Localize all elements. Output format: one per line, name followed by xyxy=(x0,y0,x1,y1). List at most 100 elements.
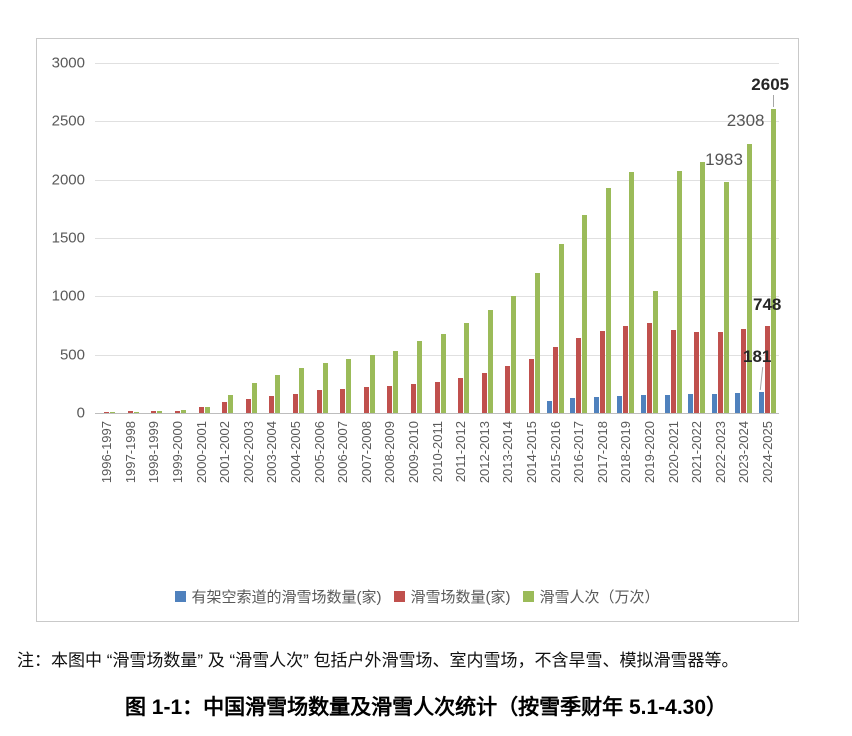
x-axis-label: 2008-2009 xyxy=(382,421,398,484)
bar-series2-2002-2003 xyxy=(251,383,257,413)
x-axis-label: 2020-2021 xyxy=(665,421,681,484)
data-label-2308: 2308 xyxy=(726,110,765,130)
y-axis-tick-label: 1500 xyxy=(51,229,85,247)
x-axis-label: 2021-2022 xyxy=(689,421,705,484)
x-axis-label: 2000-2001 xyxy=(193,421,209,484)
bar-group-2014-2015 xyxy=(520,63,544,413)
bar-series2-2016-2017 xyxy=(582,214,588,413)
chart-note: 注：本图中 “滑雪场数量” 及 “滑雪人次” 包括户外滑雪场、室内雪场，不含旱雪… xyxy=(17,651,739,670)
bar-series2-2009-2010 xyxy=(417,341,423,413)
bar-series1-1997-1998 xyxy=(127,411,133,413)
x-axis-label: 2012-2013 xyxy=(476,421,492,484)
bar-group-2006-2007 xyxy=(331,63,355,413)
bar-series2-2003-2004 xyxy=(275,375,281,413)
data-label-1983: 1983 xyxy=(705,149,743,169)
bar-series2-2018-2019 xyxy=(629,171,635,413)
bar-series0-2019-2020 xyxy=(640,395,646,413)
bar-series2-2014-2015 xyxy=(534,273,540,413)
bar-series1-2015-2016 xyxy=(552,346,558,413)
gridline xyxy=(95,354,779,356)
x-axis-label: 1998-1999 xyxy=(146,421,162,484)
bar-group-2019-2020 xyxy=(638,63,662,413)
x-axis-label: 2004-2005 xyxy=(288,421,304,484)
gridline xyxy=(95,179,779,181)
chart-frame: 0 500 1000 1500 2000 2500 3000 1983 2308 2605 748… xyxy=(36,38,799,622)
bar-group-2016-2017 xyxy=(567,63,591,413)
bar-series2-2020-2021 xyxy=(676,170,682,413)
bar-group-2023-2024 xyxy=(732,63,756,413)
bar-series-container xyxy=(95,63,779,413)
bar-group-2000-2001 xyxy=(189,63,213,413)
y-axis-tick-label: 1000 xyxy=(51,287,85,305)
bar-series1-2004-2005 xyxy=(293,393,299,413)
x-axis-label: 2023-2024 xyxy=(736,421,752,484)
bar-series1-2017-2018 xyxy=(599,330,605,413)
x-axis-label: 1996-1997 xyxy=(99,421,115,484)
y-axis-tick-label: 2500 xyxy=(51,112,85,130)
chart-caption: 图 1-1：中国滑雪场数量及滑雪人次统计（按雪季财年 5.1-4.30） xyxy=(124,696,728,719)
gridline xyxy=(95,296,779,298)
bar-series1-2024-2025 xyxy=(764,325,770,413)
bar-series2-2023-2024 xyxy=(747,143,753,413)
y-axis: 0 500 1000 1500 2000 2500 3000 xyxy=(37,55,89,422)
bar-group-1996-1997 xyxy=(95,63,119,413)
x-axis-label: 2003-2004 xyxy=(264,421,280,484)
bar-series1-2005-2006 xyxy=(316,390,322,413)
legend-item-2: 滑雪人次（万次） xyxy=(523,586,660,607)
gridline xyxy=(95,63,779,64)
legend-label: 有架空索道的滑雪场数量(家) xyxy=(191,589,382,606)
bar-series0-2023-2024 xyxy=(735,392,741,413)
x-axis-label: 2001-2002 xyxy=(217,421,233,484)
bar-series1-2020-2021 xyxy=(670,329,676,413)
chart-legend: 有架空索道的滑雪场数量(家) 滑雪场数量(家) 滑雪人次（万次） xyxy=(37,586,798,607)
bar-series2-2012-2013 xyxy=(487,310,493,413)
bar-series2-2024-2025 xyxy=(770,109,776,413)
bar-group-2024-2025 xyxy=(756,63,780,413)
legend-label: 滑雪场数量(家) xyxy=(410,589,511,606)
bar-series0-2022-2023 xyxy=(711,393,717,413)
bar-series2-2008-2009 xyxy=(393,350,399,413)
x-axis-label: 1997-1998 xyxy=(122,421,138,484)
y-axis-tick-label: 3000 xyxy=(51,54,85,72)
bar-series2-1997-1998 xyxy=(133,411,139,413)
bar-series1-2007-2008 xyxy=(363,386,369,413)
bar-series1-2022-2023 xyxy=(717,331,723,413)
bar-group-2003-2004 xyxy=(260,63,284,413)
bar-series0-2020-2021 xyxy=(664,394,670,413)
x-axis-label: 2011-2012 xyxy=(453,421,469,483)
bar-series1-2011-2012 xyxy=(458,378,464,413)
bar-series1-2018-2019 xyxy=(623,326,629,413)
bar-group-2018-2019 xyxy=(614,63,638,413)
bar-series1-2009-2010 xyxy=(411,384,417,413)
x-axis-label: 1999-2000 xyxy=(170,421,186,484)
bar-group-2007-2008 xyxy=(355,63,379,413)
y-axis-tick-label: 500 xyxy=(59,346,85,364)
bar-series1-2016-2017 xyxy=(576,337,582,413)
bar-series0-2016-2017 xyxy=(570,398,576,413)
data-label-181: 181 xyxy=(743,346,772,366)
bar-group-2005-2006 xyxy=(307,63,331,413)
bar-series0-2018-2019 xyxy=(617,395,623,413)
bar-series2-2022-2023 xyxy=(723,181,729,413)
bar-series2-1999-2000 xyxy=(181,410,187,413)
x-axis-label: 2006-2007 xyxy=(335,421,351,484)
bar-series2-2010-2011 xyxy=(440,334,446,413)
gridline xyxy=(95,121,779,123)
bar-series0-2021-2022 xyxy=(688,394,694,413)
bar-series2-1998-1999 xyxy=(157,411,163,413)
bar-series2-2013-2014 xyxy=(511,296,517,413)
legend-item-0: 有架空索道的滑雪场数量(家) xyxy=(175,586,381,607)
bar-series1-2008-2009 xyxy=(387,385,393,413)
bar-series1-1998-1999 xyxy=(151,411,157,413)
bar-series2-2019-2020 xyxy=(652,291,658,413)
bar-group-2017-2018 xyxy=(590,63,614,413)
bar-group-2008-2009 xyxy=(378,63,402,413)
x-axis-label: 2014-2015 xyxy=(523,421,539,484)
bar-series1-2023-2024 xyxy=(741,329,747,413)
bar-group-2011-2012 xyxy=(449,63,473,413)
bar-group-2021-2022 xyxy=(685,63,709,413)
bar-group-2001-2002 xyxy=(213,63,237,413)
y-axis-tick-label: 0 xyxy=(76,404,85,422)
bar-group-1997-1998 xyxy=(119,63,143,413)
x-axis-label: 2010-2011 xyxy=(429,421,445,483)
